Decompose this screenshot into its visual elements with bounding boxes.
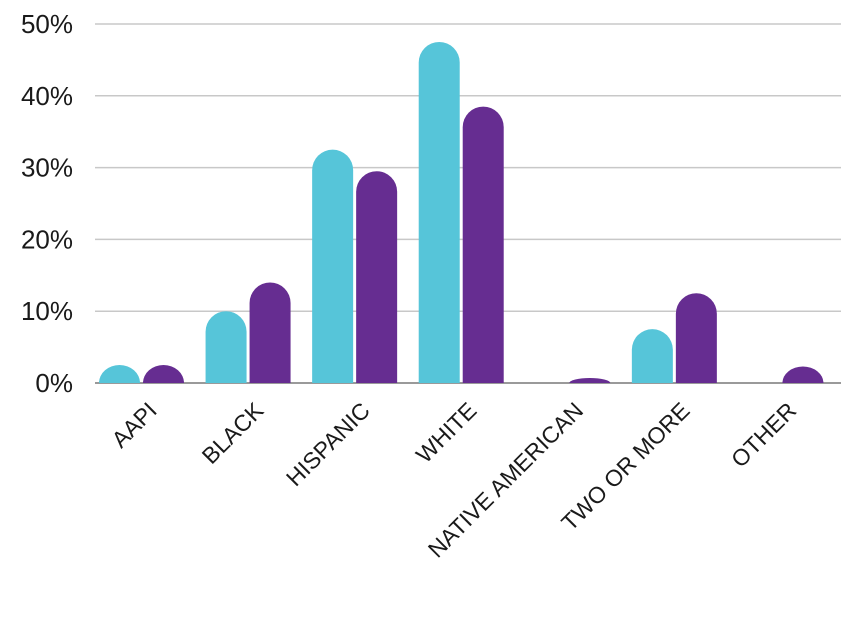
- bar-two-or-more-series-2: [675, 293, 717, 383]
- x-tick-label: AAPI: [106, 397, 161, 452]
- x-tick-label: BLACK: [197, 397, 269, 469]
- bar-black-series-2: [249, 282, 291, 383]
- bar-hispanic-series-2: [356, 171, 398, 383]
- y-tick-label: 10%: [21, 296, 73, 326]
- y-tick-label: 0%: [35, 368, 73, 398]
- bar-hispanic-series-1: [312, 149, 354, 383]
- x-tick-label: OTHER: [726, 397, 801, 472]
- bar-white-series-1: [418, 41, 460, 383]
- y-tick-label: 50%: [21, 9, 73, 39]
- bar-other-series-2: [782, 366, 824, 383]
- x-tick-label: HISPANIC: [281, 397, 375, 491]
- bar-two-or-more-series-1: [631, 329, 673, 383]
- bar-aapi-series-1: [99, 365, 140, 383]
- bar-native-american-series-2: [569, 377, 611, 383]
- bar-black-series-1: [205, 311, 247, 383]
- x-tick-label: WHITE: [411, 397, 482, 468]
- bar-aapi-series-2: [143, 365, 184, 383]
- bars: [99, 41, 824, 383]
- y-tick-label: 30%: [21, 153, 73, 183]
- bar-white-series-2: [462, 106, 504, 383]
- y-tick-label: 20%: [21, 224, 73, 254]
- y-tick-label: 40%: [21, 81, 73, 111]
- y-axis: 0% 10% 20% 30% 40% 50%: [21, 9, 73, 398]
